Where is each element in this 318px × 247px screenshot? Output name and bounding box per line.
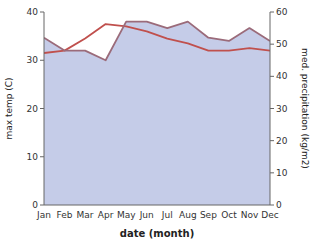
axis-label: max temp (C)	[4, 77, 14, 139]
tick	[270, 140, 274, 141]
tick-label: 20	[27, 104, 39, 114]
tick-label: May	[117, 210, 136, 220]
tick	[40, 108, 44, 109]
tick-label: Nov	[241, 210, 259, 220]
tick-label: Mar	[77, 210, 94, 220]
tick-label: 30	[27, 55, 39, 65]
plot-area	[44, 22, 270, 205]
tick-label: 50	[276, 39, 288, 49]
tick-label: 10	[276, 168, 288, 178]
tick-label: 0	[32, 200, 38, 210]
tick-label: 40	[276, 71, 288, 81]
tick	[270, 108, 274, 109]
tick	[270, 76, 274, 77]
axis-label: date (month)	[120, 228, 194, 239]
tick	[270, 44, 274, 45]
tick-label: 60	[276, 7, 288, 17]
tick-label: 40	[27, 7, 39, 17]
line	[44, 24, 270, 53]
tick	[270, 172, 274, 173]
tick-label: 30	[276, 104, 288, 114]
tick-label: 10	[27, 152, 39, 162]
tick-label: 0	[276, 200, 282, 210]
axis-label: med. precipitation (kg/m2)	[300, 48, 310, 169]
tick-label: Dec	[261, 210, 278, 220]
line	[44, 22, 270, 61]
tick-label: Jun	[139, 210, 154, 220]
tick-label: Sep	[200, 210, 217, 220]
tick-label: Apr	[98, 210, 114, 220]
tick	[270, 205, 274, 206]
tick-label: Oct	[221, 210, 237, 220]
tick-label: Jan	[36, 210, 51, 220]
x-axis	[44, 205, 270, 206]
tick	[40, 60, 44, 61]
tick	[270, 12, 274, 13]
tick-label: 20	[276, 136, 288, 146]
area	[44, 22, 270, 205]
tick-label: Feb	[57, 210, 73, 220]
tick	[40, 205, 44, 206]
tick	[40, 156, 44, 157]
tick-label: Jul	[161, 210, 173, 220]
tick	[40, 12, 44, 13]
tick-label: Aug	[179, 210, 197, 220]
chart: 0 10 20 30 40 0 10 20 30 40 50 60 Jan Feb Mar AprMayJun…	[0, 0, 318, 247]
